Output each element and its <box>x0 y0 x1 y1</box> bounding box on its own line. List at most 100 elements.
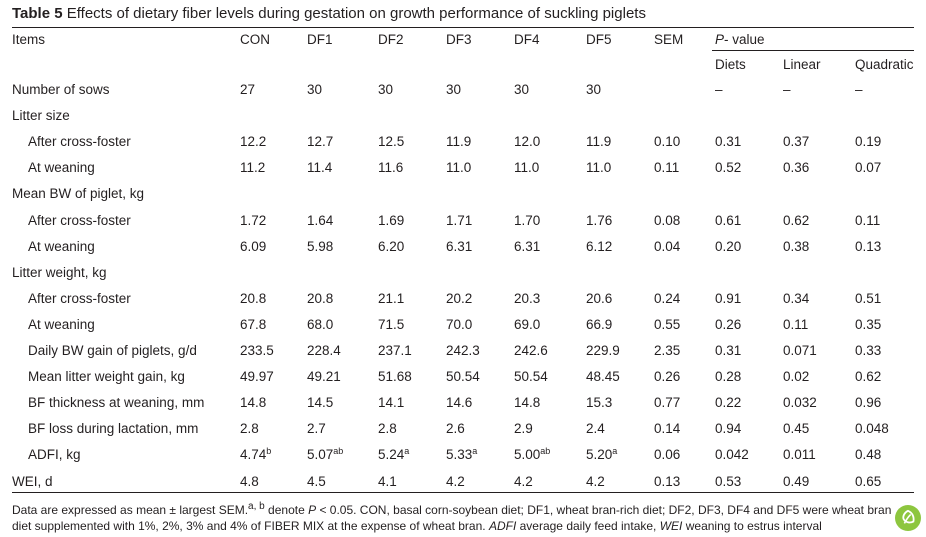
cell-value: 67.8 <box>240 316 267 332</box>
cell-p-diets: – <box>715 82 723 97</box>
cell-value: 5.24 <box>378 447 405 463</box>
cell-value: 5.00 <box>514 447 541 463</box>
cell-value: 5.07 <box>307 447 334 463</box>
cell-value: 15.3 <box>586 395 613 411</box>
cell-p-diets: 0.52 <box>715 160 741 175</box>
footnote-sup-b: b <box>259 501 265 512</box>
cell-p-diets: 0.94 <box>715 421 741 436</box>
row-label: After cross-foster <box>28 134 131 150</box>
cell-df3: 70.0 <box>446 317 472 332</box>
cell-value: 0.032 <box>783 395 817 411</box>
cell-sem: 0.04 <box>654 239 680 254</box>
cell-df4: 69.0 <box>514 317 540 332</box>
cell-p-quadratic: 0.96 <box>855 395 881 410</box>
cell-df5: 229.9 <box>586 343 620 358</box>
footnote-wei: WEI <box>659 519 683 533</box>
cell-p-quadratic: 0.33 <box>855 343 881 358</box>
cell-df4: 2.9 <box>514 421 533 436</box>
row-label: Litter weight, kg <box>12 264 107 280</box>
cell-df1: 12.7 <box>307 134 333 149</box>
cell-value: 0.11 <box>654 160 680 176</box>
cell-p-linear: 0.011 <box>783 447 816 462</box>
cell-df4: 6.31 <box>514 239 540 254</box>
cell-value: 30 <box>378 82 394 97</box>
table-title: Effects of dietary fiber levels during g… <box>66 5 646 22</box>
cell-con: 6.09 <box>240 239 266 254</box>
cell-value: 11.0 <box>586 160 612 176</box>
footnote-sup-sep: , <box>253 501 257 512</box>
top-rule <box>12 27 914 28</box>
cell-value: 12.0 <box>514 134 541 150</box>
cell-superscript: b <box>266 446 272 457</box>
table-row: BF thickness at weaning, mm 14.8 14.5 14.1 1… <box>0 395 926 415</box>
cell-con: 20.8 <box>240 291 266 306</box>
cell-value: 12.2 <box>240 134 267 150</box>
cell-value: 0.37 <box>783 134 810 150</box>
cell-value: 228.4 <box>307 343 341 358</box>
cell-value: 0.22 <box>715 395 742 411</box>
cell-value: 14.5 <box>307 395 334 411</box>
cell-value: 0.45 <box>783 421 810 437</box>
cell-df5: 11.9 <box>586 134 611 149</box>
cell-df4: 5.00ab <box>514 447 550 463</box>
cell-sem: 0.24 <box>654 291 680 306</box>
cell-p-diets: 0.26 <box>715 317 741 332</box>
cell-df1: 14.5 <box>307 395 333 410</box>
table-row: Litter weight, kg <box>0 265 926 285</box>
cell-value: 0.26 <box>715 316 742 332</box>
cell-value: 2.6 <box>446 421 465 437</box>
cell-value: 5.20 <box>586 447 613 463</box>
cell-value: 6.12 <box>586 238 613 254</box>
cell-sem: 0.11 <box>654 160 679 175</box>
cell-value: 0.042 <box>715 447 749 463</box>
cell-value: 14.1 <box>378 395 405 411</box>
cell-p-diets: 0.91 <box>715 291 741 306</box>
cell-con: 4.8 <box>240 474 259 489</box>
p-value-italic: P <box>715 32 725 47</box>
table-row: After cross-foster 1.72 1.64 1.69 1.71 1.70 1.… <box>0 213 926 233</box>
table-row: At weaning 67.8 68.0 71.5 70.0 69.0 66.9 0.55 0.… <box>0 317 926 337</box>
cell-value: 69.0 <box>514 316 541 332</box>
table-row: After cross-foster 12.2 12.7 12.5 11.9 12.0 11… <box>0 134 926 154</box>
table-row: Mean BW of piglet, kg <box>0 186 926 206</box>
group-header-df5: DF5 <box>586 32 612 47</box>
cell-df2: 6.20 <box>378 239 404 254</box>
cell-value: 2.8 <box>378 421 397 437</box>
cell-p-linear: 0.032 <box>783 395 817 410</box>
p-value-header: P- value <box>715 32 765 47</box>
cell-value: 0.048 <box>855 421 889 437</box>
cell-con: 2.8 <box>240 421 259 436</box>
cell-value: 0.28 <box>715 369 742 385</box>
cell-value: 0.14 <box>654 421 681 437</box>
cell-df2: 4.1 <box>378 474 397 489</box>
cell-con: 49.97 <box>240 369 274 384</box>
cell-df1: 11.4 <box>307 160 332 175</box>
row-label: Mean BW of piglet, kg <box>12 186 145 202</box>
cell-value: 2.4 <box>586 421 605 437</box>
cell-df5: 20.6 <box>586 291 612 306</box>
cell-p-quadratic: 0.13 <box>855 239 881 254</box>
row-label: Number of sows <box>12 82 110 97</box>
cell-p-quadratic: 0.65 <box>855 474 881 489</box>
cell-value: 0.13 <box>654 473 681 489</box>
cell-df2: 51.68 <box>378 369 412 384</box>
table-caption: Table 5 Effects of dietary fiber levels … <box>12 5 646 22</box>
cell-value: 51.68 <box>378 369 412 385</box>
cell-df5: 30 <box>586 82 601 97</box>
cell-value: 4.1 <box>378 473 397 489</box>
cell-sem: 0.26 <box>654 369 680 384</box>
cell-con: 14.8 <box>240 395 266 410</box>
cell-p-quadratic: 0.51 <box>855 291 881 306</box>
p-subheader-row: Diets Linear Quadratic <box>0 57 926 77</box>
table-row: Number of sows 27 30 30 30 30 30 – – – <box>0 82 926 102</box>
cell-sem: 0.55 <box>654 317 680 332</box>
row-label: Daily BW gain of piglets, g/d <box>28 343 197 358</box>
cell-df3: 2.6 <box>446 421 465 436</box>
cell-value: 0.33 <box>855 343 882 358</box>
cell-value: 2.35 <box>654 343 681 358</box>
cell-value: 20.6 <box>586 290 613 306</box>
cell-df5: 11.0 <box>586 160 611 175</box>
cell-value: 21.1 <box>378 290 405 306</box>
cell-value: 11.2 <box>240 160 266 176</box>
cell-value: 0.49 <box>783 473 810 489</box>
